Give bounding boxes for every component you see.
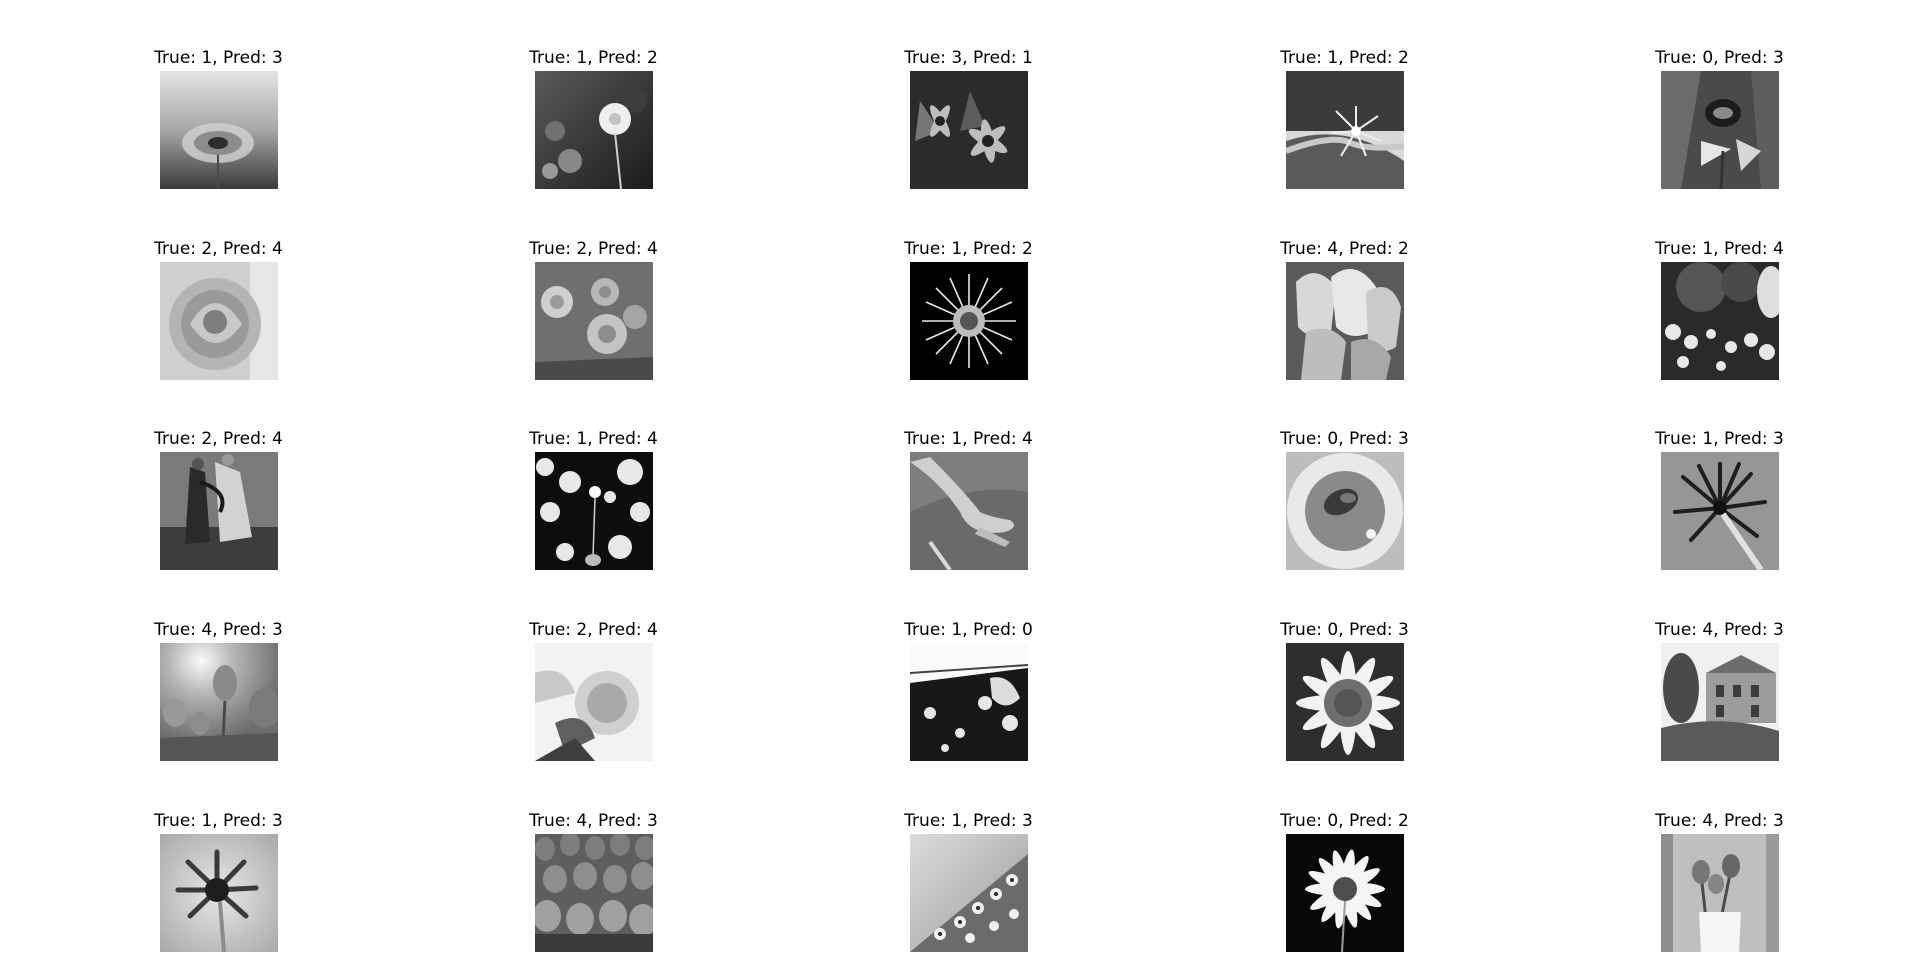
grid-cell: True: 2, Pred: 4 (31, 428, 406, 570)
cell-title: True: 1, Pred: 2 (529, 48, 658, 68)
bee-on-daisy-photo (1285, 452, 1404, 570)
cell-title: True: 1, Pred: 3 (1655, 429, 1784, 449)
cell-title: True: 0, Pred: 3 (1655, 48, 1784, 68)
grid-cell: True: 1, Pred: 0 (781, 619, 1156, 761)
grid-cell: True: 3, Pred: 1 (781, 47, 1156, 189)
cell-title: True: 1, Pred: 2 (1280, 48, 1409, 68)
bee-on-flower-photo (1660, 71, 1779, 189)
dandelion-flower-photo (159, 834, 278, 952)
grid-cell: True: 1, Pred: 3 (1532, 428, 1907, 570)
dandelion-meadow-photo (1660, 262, 1779, 380)
people-with-flowers-photo (159, 452, 278, 570)
cell-title: True: 1, Pred: 4 (904, 429, 1033, 449)
daisy-dark-photo (1285, 834, 1404, 952)
flowers-fence-photo (909, 643, 1028, 761)
flowers-slope-photo (909, 834, 1028, 952)
rose-closeup-photo (159, 262, 278, 380)
cell-title: True: 1, Pred: 2 (904, 239, 1033, 259)
cell-title: True: 2, Pred: 4 (529, 239, 658, 259)
dandelion-closeup-photo (1660, 452, 1779, 570)
grid-cell: True: 4, Pred: 3 (1532, 810, 1907, 952)
cell-title: True: 4, Pred: 2 (1280, 239, 1409, 259)
cell-title: True: 2, Pred: 4 (529, 620, 658, 640)
dandelion-in-field-photo (534, 71, 653, 189)
tulips-in-vase-photo (1660, 834, 1779, 952)
grid-cell: True: 2, Pred: 4 (406, 238, 781, 380)
cell-title: True: 4, Pred: 3 (154, 620, 283, 640)
cell-title: True: 1, Pred: 3 (154, 811, 283, 831)
grid-cell: True: 4, Pred: 3 (406, 810, 781, 952)
grid-cell: True: 1, Pred: 3 (31, 47, 406, 189)
grid-cell: True: 2, Pred: 4 (406, 619, 781, 761)
grid-cell: True: 4, Pred: 3 (1532, 619, 1907, 761)
cell-title: True: 1, Pred: 4 (1655, 239, 1784, 259)
grid-cell: True: 1, Pred: 4 (1532, 238, 1907, 380)
grid-cell: True: 0, Pred: 2 (1157, 810, 1532, 952)
cell-title: True: 4, Pred: 3 (529, 811, 658, 831)
tulips-sunlight-photo (159, 643, 278, 761)
rose-bright-photo (534, 643, 653, 761)
cell-title: True: 1, Pred: 0 (904, 620, 1033, 640)
tulip-field-photo (534, 834, 653, 952)
grid-cell: True: 4, Pred: 2 (1157, 238, 1532, 380)
grid-cell: True: 1, Pred: 2 (406, 47, 781, 189)
grid-cell: True: 0, Pred: 3 (1157, 619, 1532, 761)
cell-title: True: 0, Pred: 3 (1280, 620, 1409, 640)
grid-cell: True: 1, Pred: 2 (781, 238, 1156, 380)
dandelion-seedhead-dark-photo (909, 262, 1028, 380)
grid-cell: True: 4, Pred: 3 (31, 619, 406, 761)
cell-title: True: 0, Pred: 2 (1280, 811, 1409, 831)
cell-title: True: 1, Pred: 3 (904, 811, 1033, 831)
dandelion-seedhead-photo (159, 71, 278, 189)
daisy-closeup-photo (1285, 643, 1404, 761)
grid-cell: True: 1, Pred: 4 (781, 428, 1156, 570)
cell-title: True: 3, Pred: 1 (904, 48, 1033, 68)
tulip-cluster-photo (1285, 262, 1404, 380)
cell-title: True: 2, Pred: 4 (154, 239, 283, 259)
cell-title: True: 4, Pred: 3 (1655, 811, 1784, 831)
cell-title: True: 1, Pred: 3 (154, 48, 283, 68)
grid-cell: True: 1, Pred: 2 (1157, 47, 1532, 189)
cell-title: True: 2, Pred: 4 (154, 429, 283, 449)
coneflowers-photo (909, 71, 1028, 189)
building-garden-photo (1660, 643, 1779, 761)
rose-bush-photo (534, 262, 653, 380)
hand-holding-photo (909, 452, 1028, 570)
grid-cell: True: 0, Pred: 3 (1157, 428, 1532, 570)
grid-cell: True: 1, Pred: 3 (31, 810, 406, 952)
dandelion-bokeh-photo (534, 452, 653, 570)
grid-cell: True: 1, Pred: 4 (406, 428, 781, 570)
cell-title: True: 1, Pred: 4 (529, 429, 658, 449)
cell-title: True: 4, Pred: 3 (1655, 620, 1784, 640)
grid-cell: True: 1, Pred: 3 (781, 810, 1156, 952)
cell-title: True: 0, Pred: 3 (1280, 429, 1409, 449)
grid-cell: True: 0, Pred: 3 (1532, 47, 1907, 189)
grid-cell: True: 2, Pred: 4 (31, 238, 406, 380)
dandelion-by-path-photo (1285, 71, 1404, 189)
